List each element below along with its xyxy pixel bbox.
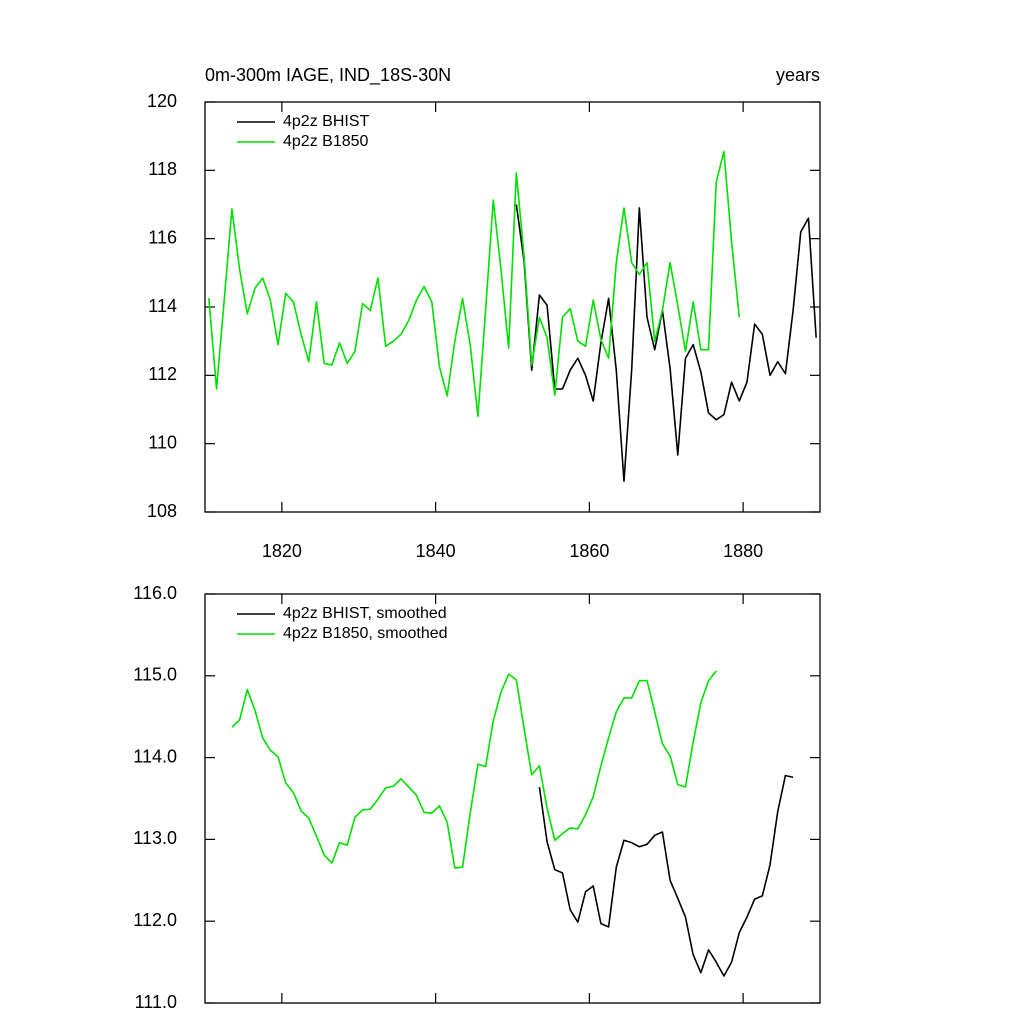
y-tick-label: 114 [148, 296, 177, 316]
x-tick-label: 1880 [723, 541, 763, 561]
x-tick-label: 1840 [416, 541, 456, 561]
legend-label: 4p2z B1850, smoothed [283, 625, 448, 642]
y-tick-label: 115.0 [133, 665, 177, 685]
y-tick-label: 112 [148, 364, 177, 384]
y-tick-label: 110 [148, 432, 177, 452]
legend-label: 4p2z BHIST [283, 113, 369, 130]
y-tick-label: 118 [148, 159, 177, 179]
x-tick-label: 1820 [262, 541, 302, 561]
y-tick-label: 108 [147, 501, 177, 521]
series-line [231, 670, 717, 869]
x-tick-label: 1860 [569, 541, 609, 561]
legend-label: 4p2z BHIST, smoothed [283, 605, 447, 622]
y-tick-label: 116.0 [133, 583, 177, 603]
legend-label: 4p2z B1850 [283, 133, 369, 150]
plot-frame [204, 101, 821, 513]
y-tick-label: 114.0 [133, 746, 177, 766]
series-line [515, 204, 817, 483]
y-tick-label: 111.0 [135, 992, 177, 1012]
plot-frame [204, 593, 821, 1004]
y-tick-label: 113.0 [133, 828, 177, 848]
y-tick-label: 120 [147, 91, 177, 111]
chart-title: 0m-300m IAGE, IND_18S-30N [205, 65, 451, 86]
y-tick-label: 116 [148, 227, 177, 247]
chart-subtitle: years [776, 65, 820, 85]
series-line [538, 774, 794, 977]
y-tick-label: 112.0 [133, 910, 177, 930]
series-line [208, 150, 741, 418]
